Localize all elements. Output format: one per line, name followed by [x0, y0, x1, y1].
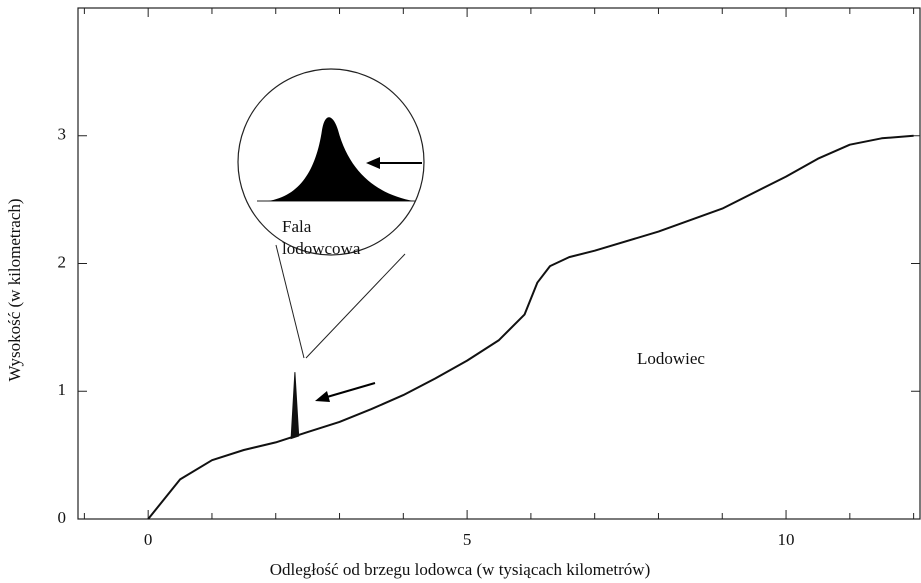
y-tick-label: 0	[58, 508, 67, 527]
inset-label: lodowcowa	[282, 239, 361, 258]
chart: Fala lodowcowa Lodowiec Odległość od brz…	[0, 0, 921, 583]
inset: Fala lodowcowa	[238, 69, 424, 358]
x-tick-label: 10	[778, 530, 795, 549]
x-tick-label: 0	[144, 530, 153, 549]
annotation: Lodowiec	[637, 349, 705, 368]
callout-line	[276, 245, 304, 358]
y-tick-label: 1	[58, 380, 67, 399]
y-tick-label: 2	[58, 252, 67, 271]
surge	[291, 372, 299, 438]
x-axis-label: Odległość od brzegu lodowca (w tysiącach…	[270, 560, 651, 579]
inset-label: Fala	[282, 217, 312, 236]
arrowhead	[315, 391, 330, 402]
y-tick-label: 3	[58, 125, 67, 144]
plot-frame	[78, 8, 920, 519]
arrow	[327, 383, 375, 397]
callout-line	[306, 254, 405, 358]
y-axis-label: Wysokość (w kilometrach)	[5, 198, 24, 381]
x-tick-label: 5	[463, 530, 472, 549]
